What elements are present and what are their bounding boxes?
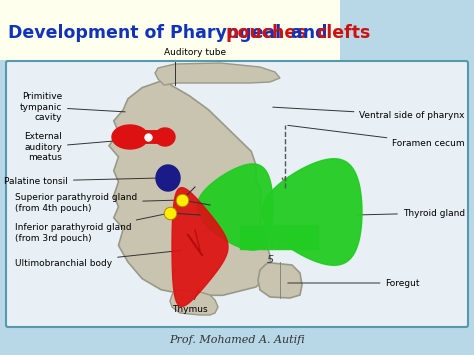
Text: 5: 5 — [266, 255, 273, 265]
Polygon shape — [156, 165, 180, 191]
Text: Thyroid gland: Thyroid gland — [358, 208, 465, 218]
Text: Thymus: Thymus — [172, 290, 208, 314]
Polygon shape — [172, 187, 228, 306]
Text: and: and — [285, 24, 334, 42]
Text: Ultimobranchial body: Ultimobranchial body — [15, 250, 182, 268]
Text: Foramen cecum: Foramen cecum — [288, 125, 465, 147]
Text: Auditory tube: Auditory tube — [164, 48, 226, 57]
Text: Superior parathyroid gland
(from 4th pouch): Superior parathyroid gland (from 4th pou… — [15, 193, 179, 213]
Polygon shape — [258, 263, 302, 298]
Polygon shape — [155, 63, 280, 85]
Text: pouches: pouches — [226, 24, 308, 42]
FancyBboxPatch shape — [6, 61, 468, 327]
Text: Inferior parathyroid gland
(from 3rd pouch): Inferior parathyroid gland (from 3rd pou… — [15, 214, 167, 243]
Text: External
auditory
meatus: External auditory meatus — [24, 132, 123, 162]
Polygon shape — [197, 164, 273, 250]
Text: clefts: clefts — [316, 24, 370, 42]
Text: Foregut: Foregut — [288, 279, 420, 288]
Polygon shape — [109, 79, 270, 295]
Polygon shape — [112, 125, 148, 149]
Polygon shape — [155, 128, 175, 146]
Text: Primitive
tympanic
cavity: Primitive tympanic cavity — [19, 92, 125, 122]
Polygon shape — [170, 290, 218, 315]
Polygon shape — [262, 159, 362, 265]
Bar — [0, 0, 340, 60]
Text: Development of Pharyngeal: Development of Pharyngeal — [8, 24, 287, 42]
Text: Prof. Mohamed A. Autifi: Prof. Mohamed A. Autifi — [169, 335, 305, 345]
Text: Palatine tonsil: Palatine tonsil — [4, 176, 157, 186]
Text: Ventral side of pharynx: Ventral side of pharynx — [273, 107, 465, 120]
